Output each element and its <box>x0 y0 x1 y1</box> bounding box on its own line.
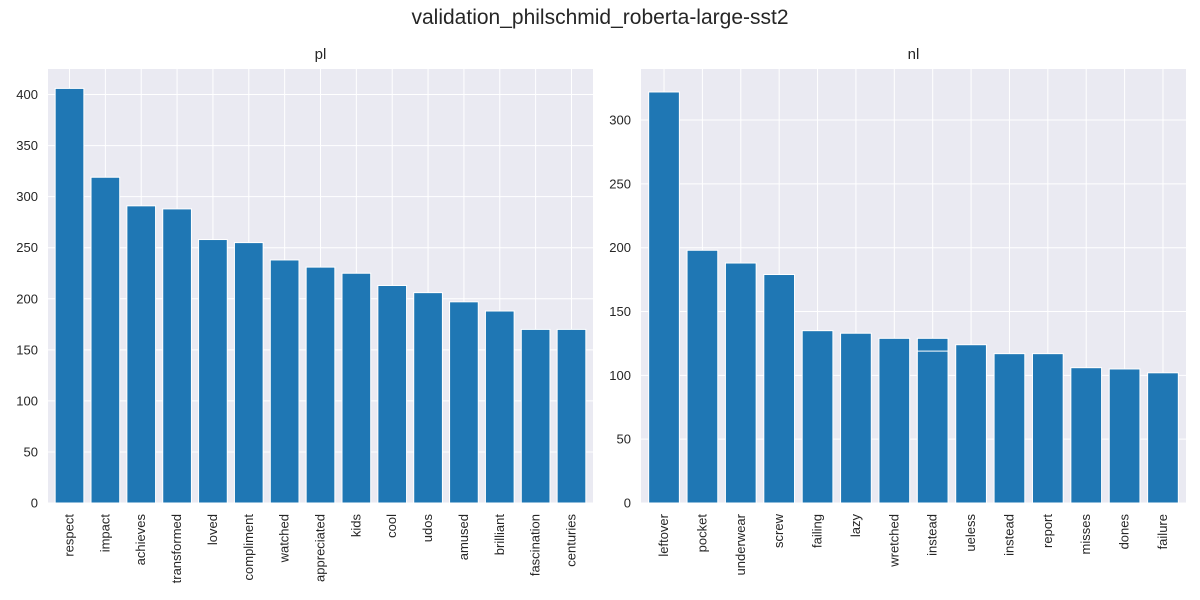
x-tick-label: screw <box>771 513 786 548</box>
bar <box>198 239 228 504</box>
bar <box>763 274 796 504</box>
x-tick-label: kids <box>348 514 363 538</box>
y-tick-label: 300 <box>609 113 631 128</box>
x-tick-label: misses <box>1078 514 1093 555</box>
y-tick-label: 200 <box>609 240 631 255</box>
bar <box>556 328 587 504</box>
panel-title: pl <box>315 46 327 63</box>
y-tick-label: 300 <box>16 189 38 204</box>
bar <box>413 292 443 504</box>
x-tick-label: wretched <box>886 514 901 568</box>
x-tick-label: cool <box>384 514 399 538</box>
x-tick-label: fascination <box>528 514 543 576</box>
y-tick-label: 350 <box>16 138 38 153</box>
bar-overlay <box>916 350 949 504</box>
y-tick-label: 0 <box>31 496 38 511</box>
x-tick-label: underwear <box>733 513 748 575</box>
y-tick-label: 200 <box>16 291 38 306</box>
x-tick-label: amused <box>456 514 471 560</box>
x-tick-label: pocket <box>694 514 709 553</box>
y-tick-label: 250 <box>609 176 631 191</box>
panel-pl: 0 50 100 150 200 250 300 350 400 respect impact ach… <box>16 46 593 583</box>
y-tick-label: 100 <box>16 393 38 408</box>
plot-area <box>641 69 1186 503</box>
x-tick-label: brilliant <box>492 514 507 556</box>
y-tick-label: 0 <box>624 496 631 511</box>
x-tick-label: instead <box>1001 514 1016 556</box>
x-tick-label: transformed <box>169 514 184 583</box>
x-tick-label: compliment <box>241 514 256 581</box>
x-tick-label: instead <box>925 514 940 556</box>
x-tick-label: centuries <box>563 514 578 567</box>
bar <box>840 332 872 504</box>
bar <box>162 208 192 504</box>
y-tick-label: 150 <box>609 304 631 319</box>
bar <box>305 266 336 504</box>
panel-nl: 0 50 100 150 200 250 300 leftover pocket underwea… <box>609 46 1186 575</box>
bar <box>878 337 911 504</box>
x-tick-label: impact <box>97 514 112 553</box>
bar <box>126 205 157 504</box>
x-tick-label: udos <box>420 514 435 543</box>
bar <box>233 242 264 504</box>
y-tick-label: 150 <box>16 342 38 357</box>
bar <box>955 344 987 504</box>
bar <box>1031 353 1064 504</box>
bar <box>724 262 757 504</box>
x-tick-label: achieves <box>133 514 148 566</box>
x-tick-label: ueless <box>963 514 978 552</box>
bar <box>484 310 515 504</box>
y-tick-label: 50 <box>24 444 38 459</box>
bar <box>993 353 1026 504</box>
bar <box>377 284 408 504</box>
bar <box>90 176 121 504</box>
bar <box>648 91 680 504</box>
bar <box>1070 367 1103 504</box>
y-tick-label: 400 <box>16 87 38 102</box>
bar <box>520 328 551 504</box>
y-tick-label: 250 <box>16 240 38 255</box>
bar <box>686 249 719 504</box>
x-tick-label: appreciated <box>313 514 328 582</box>
panel-title: nl <box>908 46 920 63</box>
x-tick-label: watched <box>277 514 292 563</box>
y-tick-label: 50 <box>617 432 631 447</box>
bar <box>801 330 834 504</box>
x-tick-label: failing <box>810 514 825 548</box>
figure-suptitle: validation_philschmid_roberta-large-sst2 <box>411 6 789 29</box>
bar <box>269 259 300 504</box>
bar <box>449 301 479 504</box>
x-tick-label: respect <box>62 514 77 557</box>
bar <box>1147 372 1179 504</box>
x-tick-label: failure <box>1155 514 1170 549</box>
y-tick-label: 100 <box>609 368 631 383</box>
bar <box>54 87 85 504</box>
x-tick-label: dones <box>1117 514 1132 550</box>
bar <box>1108 368 1141 504</box>
bar <box>341 272 372 504</box>
x-tick-label: lazy <box>848 514 863 538</box>
x-tick-label: loved <box>205 514 220 545</box>
x-tick-label: report <box>1040 514 1055 548</box>
x-tick-label: leftover <box>656 513 671 556</box>
